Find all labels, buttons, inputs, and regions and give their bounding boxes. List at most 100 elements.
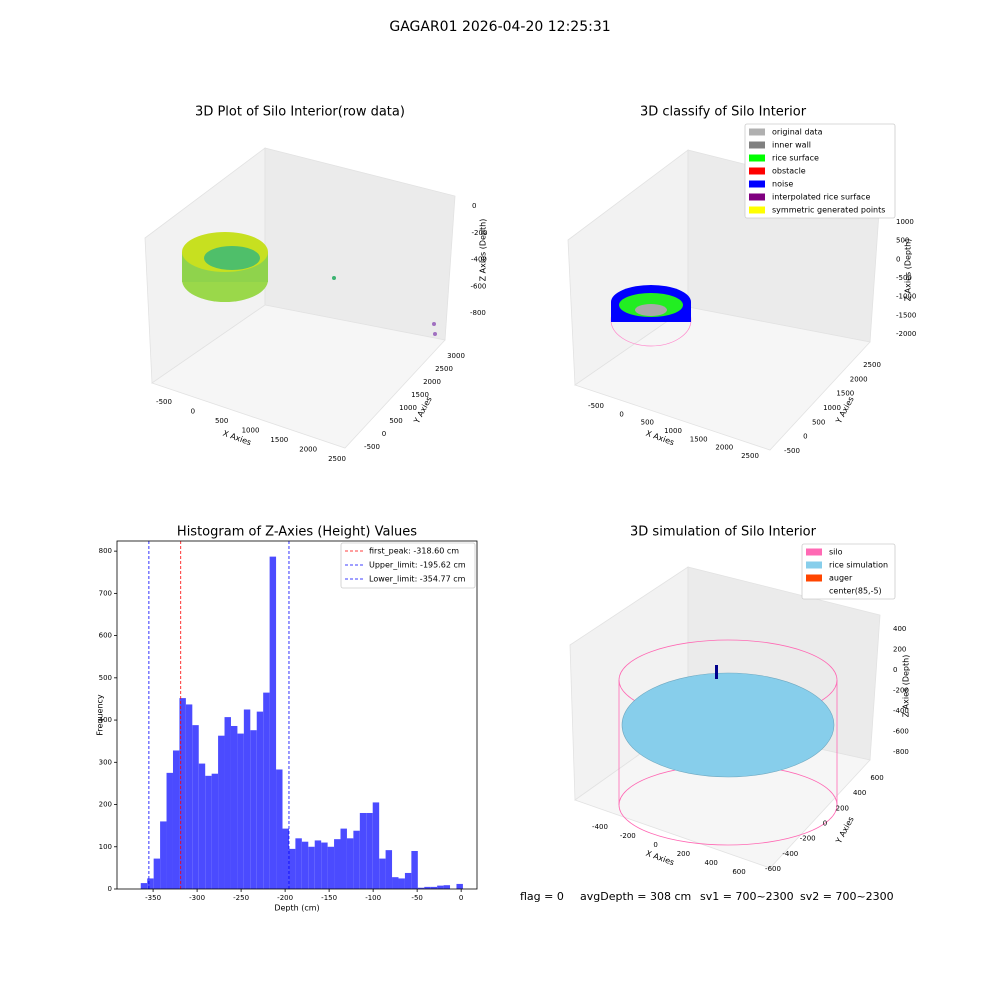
bar bbox=[172, 750, 180, 889]
legend-label: symmetric generated points bbox=[772, 206, 885, 215]
legend-label: auger bbox=[829, 574, 853, 583]
bar bbox=[398, 878, 405, 889]
bar bbox=[147, 878, 154, 889]
figure-title: GAGAR01 2026-04-20 12:25:31 bbox=[389, 19, 610, 35]
z-tick-label: 0 bbox=[896, 255, 900, 263]
legend-swatch bbox=[749, 167, 765, 175]
bar bbox=[392, 877, 399, 889]
y-tick-label: 1500 bbox=[411, 391, 429, 399]
y-tick-label: 0 bbox=[382, 430, 386, 438]
y-tick-label: 500 bbox=[812, 418, 825, 426]
z-axis-label: Z Axies (Depth) bbox=[902, 655, 911, 718]
x-tick-label: 2000 bbox=[299, 446, 317, 454]
y-tick-label: -200 bbox=[800, 835, 816, 843]
y-tick-label: 700 bbox=[99, 589, 112, 597]
bar bbox=[282, 828, 289, 889]
legend-label: rice simulation bbox=[829, 561, 888, 570]
z-tick-label: -600 bbox=[893, 728, 909, 736]
panel-3-box bbox=[569, 566, 881, 869]
legend-label: Lower_limit: -354.77 cm bbox=[369, 575, 466, 584]
bar bbox=[301, 841, 309, 889]
legend-label: noise bbox=[772, 180, 793, 189]
legend-box bbox=[340, 542, 476, 589]
bar bbox=[411, 850, 418, 889]
z-axis-label: Z Axies (Depth) bbox=[904, 239, 913, 302]
bar bbox=[417, 887, 425, 889]
x-tick-label: 1500 bbox=[690, 435, 708, 443]
legend-swatch bbox=[749, 180, 765, 188]
legend-swatch bbox=[749, 141, 765, 149]
bar bbox=[353, 830, 360, 889]
bar bbox=[192, 725, 199, 889]
y-axis-label: Frequency bbox=[96, 694, 105, 736]
x-tick-label: 0 bbox=[653, 841, 657, 849]
bar bbox=[424, 886, 431, 889]
y-tick-label: 0 bbox=[823, 820, 827, 828]
legend-label: Upper_limit: -195.62 cm bbox=[369, 561, 466, 570]
y-tick-label: -500 bbox=[364, 443, 380, 451]
bar bbox=[366, 812, 373, 889]
bar bbox=[205, 775, 212, 889]
x-tick-label: 0 bbox=[459, 894, 463, 902]
bar bbox=[340, 828, 347, 889]
y-tick-label: 600 bbox=[99, 632, 112, 640]
bar bbox=[404, 872, 412, 889]
y-tick-label: -600 bbox=[765, 865, 781, 873]
x-tick-label: 500 bbox=[215, 417, 228, 425]
bar bbox=[269, 556, 277, 889]
legend-label: rice surface bbox=[772, 154, 819, 163]
z-tick-label: -200 bbox=[472, 229, 488, 237]
legend-label: silo bbox=[829, 548, 843, 557]
z-tick-label: 400 bbox=[893, 625, 906, 633]
chart-title: Histogram of Z-Axies (Height) Values bbox=[177, 525, 417, 540]
bar bbox=[160, 821, 167, 889]
bar bbox=[321, 842, 328, 889]
legend-label: interpolated rice surface bbox=[772, 193, 870, 202]
footer-text: flag = 0 bbox=[520, 890, 564, 903]
z-axis-label: Z Axies (Depth) bbox=[479, 219, 488, 282]
bar bbox=[237, 733, 244, 889]
bar bbox=[211, 773, 219, 889]
z-tick-label: -1500 bbox=[896, 311, 916, 319]
legend-label: inner wall bbox=[772, 141, 811, 150]
bar bbox=[456, 883, 463, 889]
y-tick-label: 1000 bbox=[823, 404, 841, 412]
y-tick-label: -500 bbox=[784, 447, 800, 455]
bar bbox=[256, 711, 264, 889]
z-tick-label: 0 bbox=[893, 666, 897, 674]
y-tick-label: 200 bbox=[99, 801, 112, 809]
z-tick-label: -500 bbox=[896, 274, 912, 282]
x-tick-label: 500 bbox=[641, 419, 654, 427]
panel-1-box bbox=[144, 147, 456, 449]
x-tick-label: -100 bbox=[365, 894, 381, 902]
legend-box bbox=[801, 543, 896, 600]
legend-swatch bbox=[749, 206, 765, 214]
x-tick-label: 400 bbox=[705, 859, 718, 867]
bar bbox=[437, 885, 444, 889]
bar bbox=[185, 704, 193, 889]
x-tick-label: -200 bbox=[620, 832, 636, 840]
x-tick-label: -150 bbox=[321, 894, 337, 902]
x-tick-label: 1000 bbox=[664, 427, 682, 435]
y-tick-label: 100 bbox=[99, 843, 112, 851]
y-tick-label: 3000 bbox=[447, 352, 465, 360]
bar bbox=[308, 846, 315, 889]
x-tick-label: 2500 bbox=[328, 455, 346, 463]
x-tick-label: 1000 bbox=[242, 427, 260, 435]
legend-swatch bbox=[806, 548, 822, 556]
y-tick-label: 1500 bbox=[836, 390, 854, 398]
plot-frame bbox=[116, 540, 478, 890]
legend-box bbox=[744, 123, 896, 219]
y-tick-label: 500 bbox=[389, 417, 402, 425]
y-tick-label: 2000 bbox=[423, 378, 441, 386]
x-tick-label: 1500 bbox=[270, 436, 288, 444]
z-tick-label: -400 bbox=[893, 707, 909, 715]
legend-swatch bbox=[806, 561, 822, 569]
y-tick-label: 0 bbox=[108, 885, 112, 893]
x-tick-label: 2000 bbox=[715, 444, 733, 452]
bar bbox=[295, 838, 302, 889]
legend-swatch bbox=[749, 154, 765, 162]
z-tick-label: 0 bbox=[472, 202, 476, 210]
y-tick-label: 2500 bbox=[863, 361, 881, 369]
